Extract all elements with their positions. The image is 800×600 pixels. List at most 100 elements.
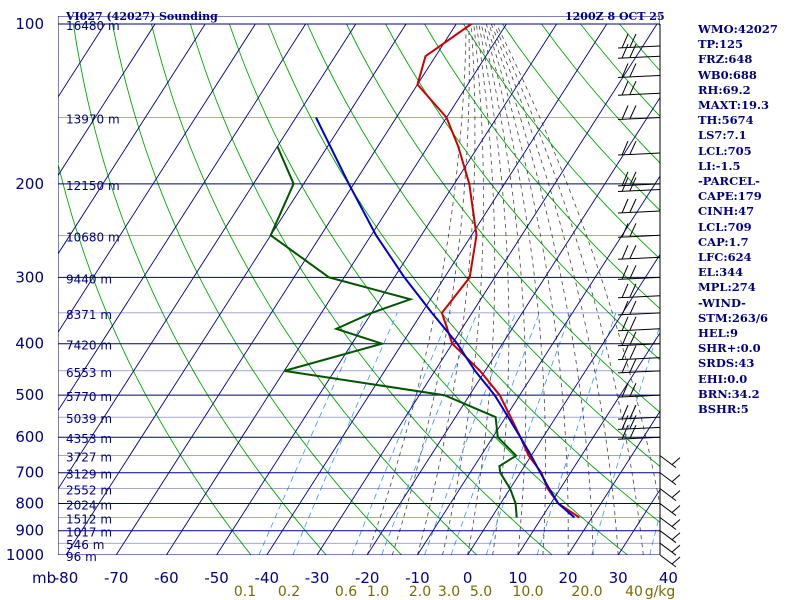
- stat-item: LCL:705: [698, 143, 752, 158]
- mixing-ratio-label: g/kg: [645, 584, 676, 600]
- barb-shaft: [617, 312, 661, 316]
- isotherm: [65, 23, 407, 555]
- stat-item: LI:-1.5: [698, 158, 741, 173]
- stat-item: HEL:9: [698, 326, 738, 341]
- mixing-ratio-label: 40: [625, 584, 643, 600]
- barb-feather: [671, 457, 681, 466]
- barb-shaft: [659, 472, 677, 486]
- temperature-tick-label: -20: [355, 569, 380, 587]
- pressure-unit-label: mb: [32, 569, 56, 587]
- wind-barb: [659, 554, 681, 568]
- barb-feather: [629, 331, 637, 345]
- height-label: 96 m: [66, 550, 97, 564]
- barb-feather: [621, 140, 629, 156]
- mixing-ratio-line: [536, 312, 617, 555]
- isotherm: [417, 175, 660, 555]
- barb-feather: [621, 404, 629, 420]
- isotherm: [467, 253, 660, 555]
- wind-barb: [617, 177, 661, 193]
- barb-feather: [621, 265, 629, 280]
- barb-feather: [671, 556, 681, 565]
- stat-item: WB0:688: [698, 67, 757, 82]
- barb-feather: [621, 415, 629, 430]
- barb-feather: [629, 80, 637, 95]
- stat-item: RH:69.2: [698, 82, 751, 97]
- temperature-tick-label: 20: [558, 569, 577, 587]
- wind-barb: [617, 382, 661, 398]
- temperature-tick-label: -60: [154, 569, 179, 587]
- mixing-ratio-line: [258, 312, 367, 555]
- wind-barb: [617, 345, 661, 361]
- wind-barb: [617, 245, 661, 260]
- barb-feather: [621, 425, 629, 440]
- dewpoint-trace: [269, 146, 518, 518]
- barb-feather: [621, 177, 629, 192]
- barb-shaft: [617, 357, 661, 361]
- barb-feather: [629, 316, 637, 331]
- barb-shaft: [617, 152, 661, 156]
- barb-shaft: [617, 189, 661, 193]
- wind-barb: [659, 530, 681, 544]
- barb-shaft: [659, 542, 677, 556]
- mixing-ratio-label: 5.0: [470, 584, 492, 600]
- barb-shaft: [617, 295, 661, 299]
- stat-item: CINH:47: [698, 204, 755, 219]
- temperature-tick-label: 40: [659, 569, 678, 587]
- height-label: 1512 m: [66, 513, 112, 527]
- temperature-tick-label: -50: [204, 569, 229, 587]
- barb-shaft: [617, 343, 661, 347]
- wind-barb: [617, 331, 661, 347]
- moist-adiabat: [391, 23, 470, 555]
- isotherm: [58, 23, 256, 334]
- barb-shaft: [617, 328, 661, 332]
- isotherm: [0, 24, 4, 555]
- wind-barb: [659, 488, 681, 502]
- isotherm: [58, 23, 357, 490]
- barb-shaft: [617, 436, 661, 440]
- barb-feather: [621, 245, 629, 260]
- height-label: 5039 m: [66, 412, 112, 426]
- barb-feather: [671, 532, 681, 541]
- mixing-ratio-label: 0.2: [278, 584, 300, 600]
- pressure-tick-label: 700: [15, 464, 44, 482]
- barb-shaft: [617, 394, 661, 398]
- stat-item: TP:125: [698, 37, 744, 52]
- barb-feather: [671, 519, 681, 527]
- barb-feather: [629, 223, 637, 237]
- barb-feather: [629, 245, 637, 259]
- mixing-ratio-line: [450, 312, 540, 555]
- height-label: 2552 m: [66, 484, 112, 498]
- mixing-ratio-line: [351, 312, 451, 555]
- stat-item: SRDS:43: [698, 356, 755, 371]
- barb-feather: [621, 105, 629, 120]
- barb-shaft: [617, 234, 661, 238]
- barb-shaft: [617, 210, 661, 214]
- stat-item: -PARCEL-: [698, 174, 760, 189]
- height-label: 13970 m: [66, 113, 120, 127]
- height-label: 16480 m: [66, 19, 120, 33]
- height-label: 4353 m: [66, 432, 112, 446]
- height-label: 8371 m: [66, 308, 112, 322]
- mixing-ratio-line: [485, 312, 572, 555]
- barb-shaft: [617, 256, 661, 260]
- mixing-ratio-label: 2.0: [409, 584, 431, 600]
- isotherm: [115, 23, 457, 555]
- isotherm: [567, 410, 660, 555]
- barb-feather: [629, 300, 637, 315]
- height-label: 10680 m: [66, 230, 120, 244]
- isotherm: [216, 23, 557, 555]
- barb-feather: [629, 171, 637, 186]
- wind-barb: [617, 198, 661, 214]
- barb-shaft: [617, 45, 661, 49]
- height-label: 3727 m: [66, 451, 112, 465]
- barb-feather: [671, 490, 681, 499]
- temperature-tick-label: -70: [104, 569, 129, 587]
- stat-item: LFC:624: [698, 250, 752, 265]
- temperature-tick-label: 10: [508, 569, 527, 587]
- barb-shaft: [659, 517, 677, 530]
- pressure-tick-label: 400: [15, 335, 44, 353]
- mixing-ratio-line: [424, 312, 516, 555]
- isotherm: [266, 23, 608, 555]
- barb-feather: [671, 544, 681, 553]
